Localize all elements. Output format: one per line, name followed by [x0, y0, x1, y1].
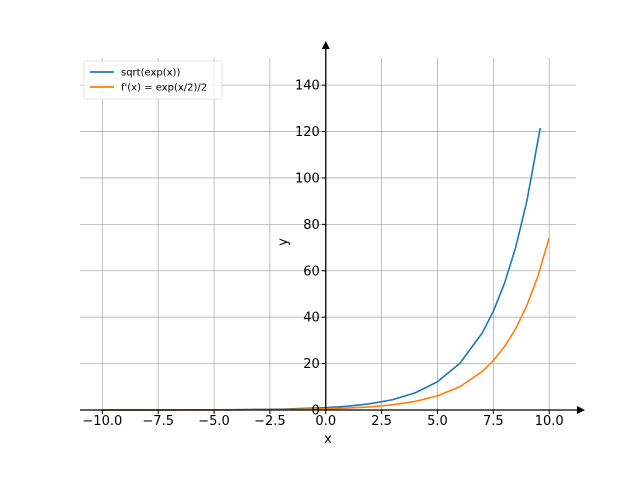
x-tick-label: 7.5: [483, 414, 504, 429]
y-tick-label: 20: [303, 357, 320, 372]
x-tick-label: 0.0: [315, 414, 336, 429]
x-tick-label: 10.0: [535, 414, 564, 429]
x-axis-arrow-icon: [577, 406, 585, 414]
x-tick-label: 2.5: [371, 414, 392, 429]
y-tick-label: 100: [295, 171, 320, 186]
x-tick-label: −10.0: [82, 414, 122, 429]
legend-label-0: sqrt(exp(x)): [121, 68, 180, 79]
grid: [80, 58, 576, 410]
legend-frame: [83, 60, 223, 100]
x-tick-label: 5.0: [427, 414, 448, 429]
tick-labels: −10.0 −7.5 −5.0 −2.5 0.0 2.5 5.0 7.5 10.0 0 20 40 60…: [82, 79, 563, 429]
y-axis-arrow-icon: [321, 41, 330, 49]
legend: sqrt(exp(x)) f'(x) = exp(x/2)/2: [83, 60, 223, 100]
y-tick-label: 40: [303, 311, 320, 326]
y-tick-label: 0: [311, 404, 319, 419]
y-tick-label: 140: [295, 79, 320, 94]
axes: [80, 41, 585, 414]
y-tick-label: 60: [303, 264, 320, 279]
x-tick-label: −5.0: [198, 414, 230, 429]
y-tick-label: 80: [303, 218, 320, 233]
x-tick-label: −2.5: [254, 414, 286, 429]
y-axis-label: y: [276, 238, 291, 246]
x-axis-label: x: [324, 432, 332, 447]
legend-label-1: f'(x) = exp(x/2)/2: [121, 83, 207, 94]
x-tick-label: −7.5: [142, 414, 174, 429]
series-line-0: [102, 127, 542, 411]
y-tick-label: 120: [295, 125, 320, 140]
